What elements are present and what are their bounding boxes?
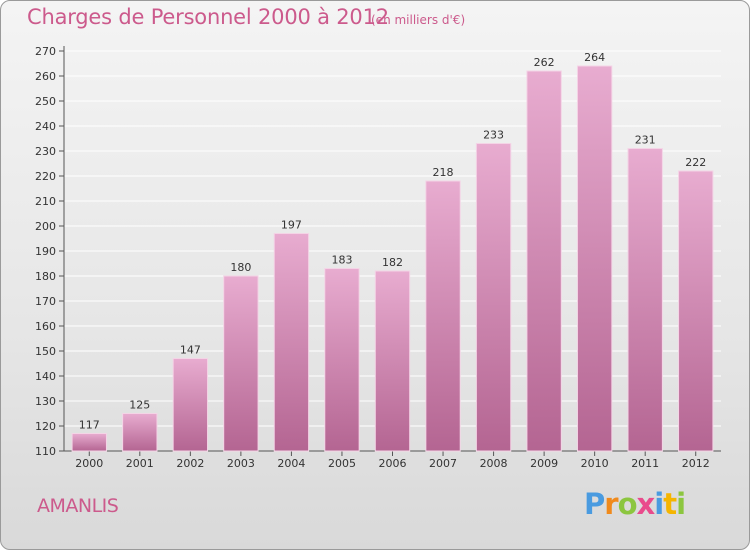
data-label-2010: 264	[584, 51, 605, 64]
x-tick-label-2011: 2011	[631, 457, 659, 470]
x-tick-label-2003: 2003	[227, 457, 255, 470]
x-tick-label-2007: 2007	[429, 457, 457, 470]
x-tick-label-2008: 2008	[480, 457, 508, 470]
bar-2003	[223, 275, 259, 452]
data-label-2001: 125	[129, 399, 150, 412]
chart-title: Charges de Personnel 2000 à 2012	[27, 5, 389, 29]
x-tick-label-2002: 2002	[176, 457, 204, 470]
y-tick-label: 270	[35, 45, 56, 58]
data-label-2000: 117	[79, 419, 100, 432]
data-label-2004: 197	[281, 219, 302, 232]
data-label-2003: 180	[230, 261, 251, 274]
x-tick-label-2001: 2001	[126, 457, 154, 470]
x-tick-label-2010: 2010	[581, 457, 609, 470]
data-label-2012: 222	[685, 156, 706, 169]
bar-2001	[122, 413, 158, 452]
bar-2009	[526, 70, 562, 452]
data-label-2011: 231	[635, 134, 656, 147]
y-tick-label: 140	[35, 370, 56, 383]
bar-2008	[475, 143, 512, 452]
proxiti-logo[interactable]: Proxiti	[584, 487, 686, 521]
y-tick-label: 260	[35, 70, 56, 83]
data-label-2008: 233	[483, 129, 504, 142]
bar-2000	[71, 433, 107, 452]
y-tick-label: 220	[35, 170, 56, 183]
x-tick-label-2005: 2005	[328, 457, 356, 470]
y-tick-label: 110	[35, 445, 56, 458]
bar-2004	[273, 233, 310, 452]
y-tick-label: 190	[35, 245, 56, 258]
x-tick-label-2012: 2012	[682, 457, 710, 470]
y-tick-label: 210	[35, 195, 56, 208]
y-tick-label: 240	[35, 120, 56, 133]
bar-2011	[627, 148, 663, 452]
y-tick-label: 250	[35, 95, 56, 108]
labels: 110 120 130 140 150 160 170 180 190 200 210 220 230 2…	[35, 45, 710, 470]
y-tick-label: 170	[35, 295, 56, 308]
bars	[71, 65, 714, 452]
x-tick-label-2009: 2009	[530, 457, 558, 470]
y-tick-label: 230	[35, 145, 56, 158]
y-tick-label: 130	[35, 395, 56, 408]
data-label-2005: 183	[331, 254, 352, 267]
chart-subtitle: (en milliers d'€)	[371, 13, 466, 27]
bar-2006	[374, 270, 411, 452]
bar-2010	[576, 65, 613, 452]
y-tick-label: 120	[35, 420, 56, 433]
data-label-2006: 182	[382, 256, 403, 269]
bar-2002	[172, 358, 209, 452]
data-label-2009: 262	[534, 56, 555, 69]
bar-2007	[425, 180, 461, 452]
y-tick-label: 200	[35, 220, 56, 233]
x-tick-label-2004: 2004	[277, 457, 305, 470]
y-tick-label: 160	[35, 320, 56, 333]
x-tick-label-2000: 2000	[75, 457, 103, 470]
y-tick-label: 150	[35, 345, 56, 358]
y-tick-label: 180	[35, 270, 56, 283]
x-tick-label-2006: 2006	[379, 457, 407, 470]
bar-2012	[678, 170, 714, 452]
commune-name: AMANLIS	[37, 495, 119, 517]
data-label-2002: 147	[180, 344, 201, 357]
data-label-2007: 218	[433, 166, 454, 179]
bar-2005	[324, 268, 360, 452]
